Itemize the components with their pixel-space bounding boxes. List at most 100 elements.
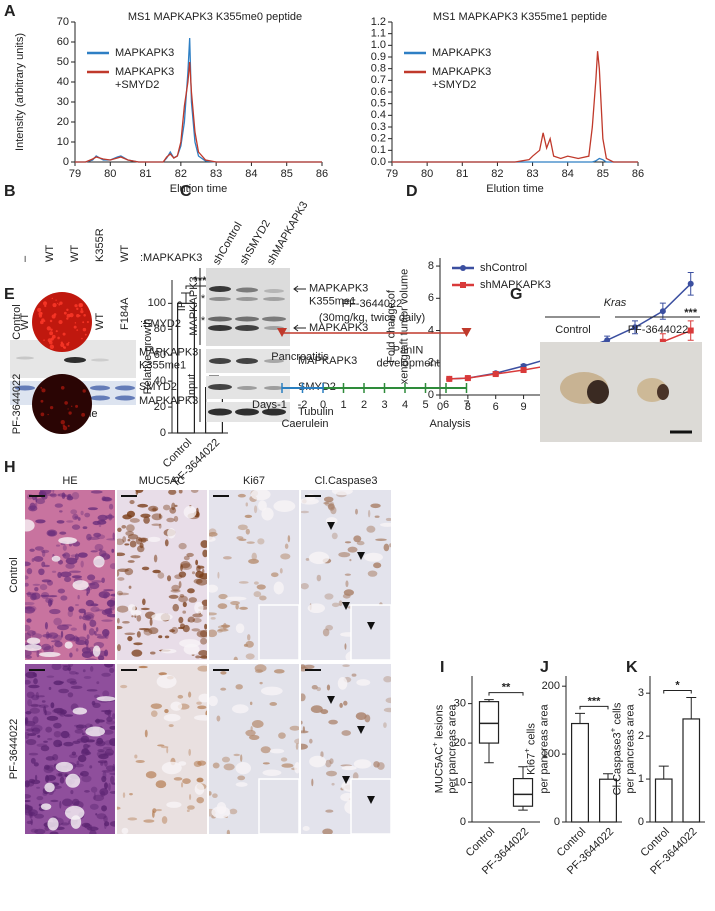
tissue-texture	[279, 568, 283, 574]
tissue-texture	[106, 554, 111, 559]
tissue-texture	[278, 732, 286, 739]
lane-label: shMAPKAPK3	[265, 200, 311, 267]
lumen	[250, 490, 271, 501]
data-point	[687, 327, 694, 334]
tissue-texture	[71, 751, 77, 756]
blot-band	[264, 359, 284, 363]
x-tick-label: 84	[245, 168, 257, 180]
panel-label: E	[4, 286, 15, 303]
tissue-texture	[209, 612, 217, 616]
tissue-texture	[222, 622, 227, 631]
tissue-texture	[316, 574, 322, 582]
tissue-texture	[329, 758, 334, 765]
tissue-texture	[66, 678, 77, 684]
blot-band	[264, 386, 284, 390]
tissue-texture	[50, 799, 59, 803]
tissue-texture	[30, 779, 41, 785]
tissue-texture	[60, 630, 64, 638]
tissue-texture	[58, 493, 67, 497]
phase-label-line: development	[377, 357, 440, 369]
axis-label: Days	[252, 399, 278, 411]
tissue-texture	[96, 681, 100, 685]
tissue-texture	[104, 760, 108, 767]
x-tick-label: 82	[491, 168, 503, 180]
tissue-texture	[301, 664, 306, 669]
band-label-line: K355me1	[309, 295, 356, 307]
error-bar	[575, 712, 585, 724]
tissue-texture	[86, 643, 89, 651]
tissue-texture	[72, 513, 79, 521]
tissue-texture	[245, 729, 256, 737]
drug-label: PF-3644022	[342, 298, 403, 310]
tissue-texture	[183, 555, 190, 561]
tissue-texture	[89, 666, 94, 672]
tissue-texture	[25, 575, 29, 580]
y-axis-label-line: per pancreas area	[538, 703, 550, 793]
y-tick-label: 30	[454, 698, 466, 710]
tissue-texture	[344, 541, 352, 544]
tissue-texture	[280, 757, 288, 762]
tissue-texture	[246, 541, 255, 544]
tissue-texture	[196, 564, 201, 572]
tissue-texture	[94, 543, 104, 552]
tissue-texture	[89, 803, 99, 810]
tissue-texture	[93, 532, 102, 538]
tissue-texture	[177, 694, 184, 699]
tissue-texture	[158, 635, 163, 639]
tissue-texture	[25, 624, 31, 632]
tissue-texture	[104, 821, 110, 827]
legend-label: MAPKAPK3	[432, 47, 491, 59]
colony-dot	[75, 404, 79, 408]
blot-band	[236, 358, 258, 364]
panel-label: K	[626, 659, 638, 676]
tissue-texture	[188, 691, 192, 698]
tissue-texture	[180, 560, 191, 569]
tissue-texture	[79, 615, 82, 620]
tissue-texture	[166, 575, 172, 582]
tissue-texture	[78, 608, 86, 614]
band-label: MAPKAPK3 K355me1	[139, 346, 198, 371]
tissue-texture	[34, 546, 44, 551]
tissue-texture	[235, 684, 243, 690]
colony-dot	[83, 314, 86, 317]
colony-dot	[37, 307, 42, 312]
tissue-texture	[94, 633, 102, 636]
tissue-texture	[158, 672, 167, 676]
tissue-texture	[34, 813, 45, 819]
tissue-texture	[69, 680, 78, 685]
tissue-texture	[377, 762, 385, 770]
blot-band	[264, 289, 284, 293]
tissue-texture	[190, 490, 199, 493]
colony-dot	[60, 343, 65, 348]
blot-band	[237, 386, 257, 390]
legend-label-line: MAPKAPK3	[115, 47, 174, 59]
tissue-texture	[209, 791, 212, 796]
colony-dot	[67, 408, 69, 410]
lumen	[235, 782, 248, 787]
colony-dot	[64, 401, 68, 405]
tissue-texture	[324, 593, 334, 600]
tissue-background	[117, 490, 207, 660]
tissue-texture	[68, 733, 71, 739]
arrowhead	[327, 696, 335, 704]
lumen	[156, 674, 177, 689]
tissue-texture	[130, 555, 141, 559]
colony-dot	[63, 311, 67, 315]
tissue-texture	[61, 553, 67, 557]
tissue-texture	[349, 558, 352, 562]
lumen	[307, 603, 326, 614]
blot-band	[16, 356, 34, 360]
y-tick-label: 0	[554, 816, 560, 828]
tissue-texture	[69, 671, 77, 675]
tissue-texture	[323, 501, 330, 505]
tissue-texture	[57, 559, 64, 565]
tissue-texture	[178, 616, 184, 624]
tissue-texture	[77, 636, 87, 641]
tissue-texture	[352, 772, 359, 781]
legend-label-line: shControl	[480, 262, 527, 274]
tissue-texture	[85, 739, 95, 743]
tissue-texture	[260, 746, 271, 754]
tissue-texture	[222, 556, 232, 560]
x-tick-label: 0	[437, 401, 443, 413]
tissue-texture	[70, 509, 78, 515]
